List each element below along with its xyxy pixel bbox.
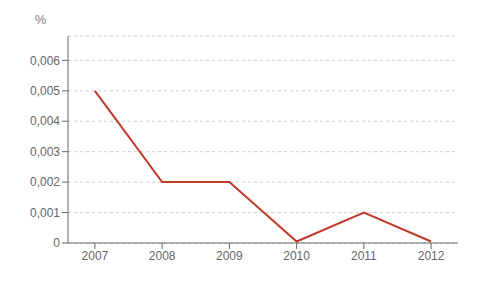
svg-text:2009: 2009 xyxy=(216,249,243,263)
svg-text:0: 0 xyxy=(53,236,60,250)
svg-text:2011: 2011 xyxy=(351,249,377,263)
svg-text:0,005: 0,005 xyxy=(30,84,60,98)
svg-text:0,001: 0,001 xyxy=(30,206,60,220)
svg-text:0,002: 0,002 xyxy=(30,175,60,189)
svg-text:2012: 2012 xyxy=(418,249,445,263)
svg-text:0,004: 0,004 xyxy=(30,114,60,128)
svg-text:%: % xyxy=(35,12,47,27)
svg-text:0,003: 0,003 xyxy=(30,145,60,159)
svg-text:2010: 2010 xyxy=(283,249,310,263)
svg-text:2007: 2007 xyxy=(82,249,109,263)
svg-text:2008: 2008 xyxy=(149,249,176,263)
svg-text:0,006: 0,006 xyxy=(30,54,60,68)
